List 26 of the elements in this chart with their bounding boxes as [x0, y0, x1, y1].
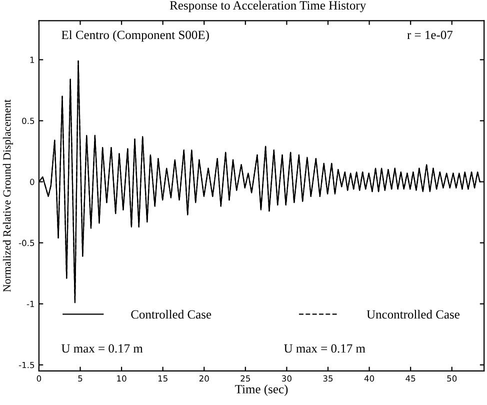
annotation: U max = 0.17 m — [61, 344, 143, 353]
legend-label: Controlled Case — [131, 310, 212, 319]
y-tick-label: 0 — [30, 178, 34, 186]
x-tick-label: 30 — [282, 375, 292, 382]
y-tick-label: 1 — [30, 56, 34, 63]
y-tick-label: -1.5 — [18, 362, 34, 368]
chart-title: Response to Acceleration Time History — [170, 0, 366, 12]
x-tick-label: 45 — [406, 375, 416, 382]
x-tick-label: 40 — [364, 375, 374, 382]
y-tick-label: 0.5 — [22, 118, 34, 124]
legend-label: Uncontrolled Case — [366, 310, 460, 319]
x-tick-label: 50 — [447, 375, 457, 382]
x-tick-label: 0 — [36, 375, 42, 382]
x-tick-label: 5 — [78, 375, 82, 382]
y-tick-label: -0.5 — [18, 240, 34, 246]
y-axis-title: Normalized Relative Ground Displacement — [2, 99, 13, 292]
y-tick-label: -1 — [26, 300, 34, 308]
x-tick-label: 35 — [323, 375, 333, 382]
x-tick-label: 25 — [240, 375, 250, 382]
annotation: U max = 0.17 m — [284, 344, 366, 353]
annotation: El Centro (Component S00E) — [62, 30, 209, 42]
x-tick-label: 10 — [117, 375, 126, 382]
x-tick-label: 15 — [158, 375, 168, 382]
x-tick-label: 20 — [199, 375, 209, 382]
x-axis-title: Time (sec) — [235, 384, 288, 396]
annotation: r = 1e-07 — [407, 30, 453, 40]
